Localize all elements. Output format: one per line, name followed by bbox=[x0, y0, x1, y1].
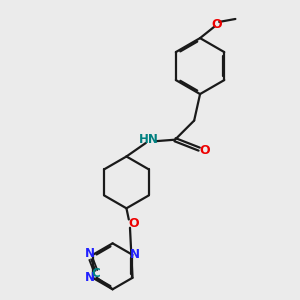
Text: O: O bbox=[129, 218, 140, 230]
Text: O: O bbox=[200, 144, 210, 157]
Text: N: N bbox=[130, 248, 140, 261]
Text: HN: HN bbox=[139, 133, 158, 146]
Text: O: O bbox=[212, 18, 222, 31]
Text: N: N bbox=[85, 247, 94, 260]
Text: C: C bbox=[92, 267, 100, 280]
Text: N: N bbox=[85, 271, 95, 284]
